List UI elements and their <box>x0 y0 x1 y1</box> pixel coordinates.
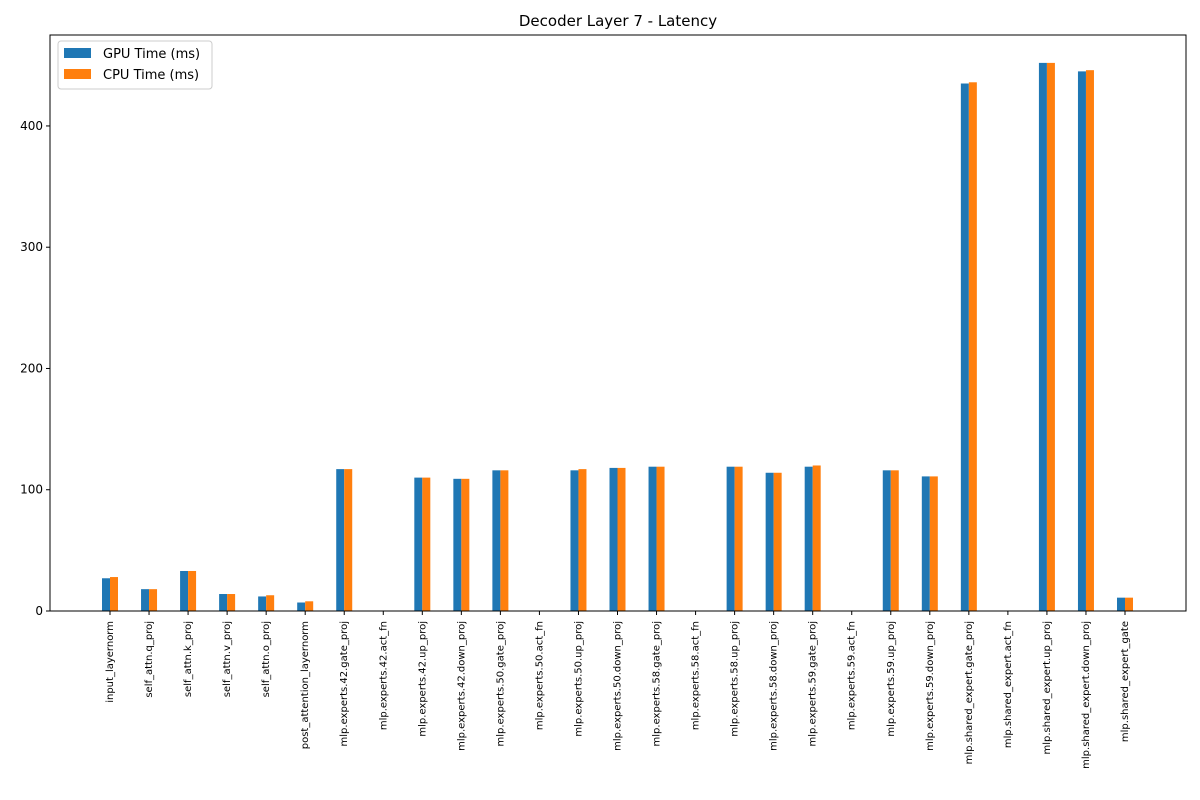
bar-cpu-17 <box>773 472 782 611</box>
bar-cpu-12 <box>578 469 587 611</box>
bar-cpu-14 <box>656 466 665 611</box>
y-tick-label-3: 300 <box>20 240 43 254</box>
x-tick-label-15: mlp.experts.58.act_fn <box>691 621 702 730</box>
x-tick-label-10: mlp.experts.50.gate_proj <box>495 621 506 746</box>
bar-gpu-0 <box>102 578 110 611</box>
x-tick-label-14: mlp.experts.58.gate_proj <box>652 621 663 746</box>
bar-gpu-1 <box>141 589 150 611</box>
bar-cpu-10 <box>500 470 509 611</box>
x-tick-label-19: mlp.experts.59.act_fn <box>847 621 858 730</box>
x-tick-label-0: input_layernorm <box>105 621 116 703</box>
bar-cpu-1 <box>149 589 158 611</box>
bar-gpu-6 <box>336 469 345 611</box>
bars-group <box>102 62 1133 612</box>
legend-swatch-gpu <box>64 48 91 58</box>
x-tick-label-11: mlp.experts.50.act_fn <box>534 621 545 730</box>
x-tick-label-26: mlp.shared_expert_gate <box>1120 621 1131 742</box>
y-tick-label-1: 100 <box>20 483 43 497</box>
bar-gpu-10 <box>492 470 501 611</box>
bar-gpu-18 <box>804 466 813 611</box>
x-tick-label-9: mlp.experts.42.down_proj <box>456 621 467 751</box>
bar-gpu-17 <box>765 472 774 611</box>
bar-cpu-26 <box>1125 597 1133 611</box>
bar-gpu-21 <box>921 476 930 611</box>
bar-cpu-0 <box>110 577 118 611</box>
bar-gpu-14 <box>648 466 657 611</box>
bar-gpu-16 <box>726 466 735 611</box>
bar-gpu-4 <box>258 596 267 611</box>
x-tick-label-13: mlp.experts.50.down_proj <box>613 621 624 751</box>
legend-label-gpu: GPU Time (ms) <box>103 47 200 62</box>
x-tick-label-2: self_attn.k_proj <box>183 621 194 697</box>
bar-gpu-9 <box>453 478 462 611</box>
bar-gpu-13 <box>609 467 618 611</box>
bar-cpu-9 <box>461 478 470 611</box>
bar-cpu-2 <box>188 570 197 611</box>
x-tick-label-18: mlp.experts.59.gate_proj <box>808 621 819 746</box>
chart-title: Decoder Layer 7 - Latency <box>519 12 717 30</box>
y-tick-label-0: 0 <box>35 604 43 618</box>
bar-gpu-8 <box>414 477 423 611</box>
legend-box <box>57 40 213 90</box>
plot-frame <box>49 34 1187 612</box>
bar-gpu-26 <box>1117 597 1125 611</box>
x-tick-label-21: mlp.experts.59.down_proj <box>925 621 936 751</box>
x-tick-label-23: mlp.shared_expert.act_fn <box>1003 621 1014 748</box>
bar-cpu-13 <box>617 467 626 611</box>
y-axis: 0 100 200 300 400 <box>20 119 50 618</box>
bar-cpu-5 <box>305 601 314 611</box>
bar-cpu-25 <box>1085 70 1094 612</box>
x-tick-label-8: mlp.experts.42.up_proj <box>417 621 428 737</box>
legend-label-cpu: CPU Time (ms) <box>103 68 199 83</box>
legend-swatch-cpu <box>64 69 91 79</box>
x-tick-label-5: post_attention_layernorm <box>300 621 311 749</box>
bar-cpu-3 <box>227 594 236 611</box>
x-tick-label-16: mlp.experts.58.up_proj <box>730 621 741 737</box>
bar-cpu-20 <box>890 470 899 611</box>
x-tick-label-7: mlp.experts.42.act_fn <box>378 621 389 730</box>
bar-cpu-4 <box>266 595 275 611</box>
x-axis: input_layernorm self_attn.q_proj self_attn… <box>105 611 1131 769</box>
bar-gpu-12 <box>570 470 579 611</box>
bar-cpu-21 <box>929 476 938 611</box>
bar-gpu-5 <box>297 602 306 611</box>
x-tick-label-24: mlp.shared_expert.up_proj <box>1042 621 1053 755</box>
bar-gpu-2 <box>180 570 189 611</box>
x-tick-label-1: self_attn.q_proj <box>144 621 155 698</box>
bar-gpu-20 <box>882 470 891 611</box>
legend: GPU Time (ms) CPU Time (ms) <box>57 40 213 90</box>
x-tick-label-25: mlp.shared_expert.down_proj <box>1081 621 1092 769</box>
bar-gpu-3 <box>219 594 228 611</box>
x-tick-label-12: mlp.experts.50.up_proj <box>573 621 584 737</box>
bar-gpu-25 <box>1077 71 1086 611</box>
bar-cpu-6 <box>344 469 353 611</box>
bar-cpu-16 <box>734 466 743 611</box>
x-tick-label-22: mlp.shared_expert.gate_proj <box>964 621 975 764</box>
y-tick-label-2: 200 <box>20 361 43 375</box>
bar-cpu-22 <box>968 82 977 612</box>
bar-cpu-8 <box>422 477 431 611</box>
x-tick-label-17: mlp.experts.58.down_proj <box>769 621 780 751</box>
bar-cpu-18 <box>812 465 821 611</box>
x-tick-label-3: self_attn.v_proj <box>222 621 233 697</box>
x-tick-label-6: mlp.experts.42.gate_proj <box>339 621 350 746</box>
bar-gpu-24 <box>1038 62 1047 611</box>
bar-gpu-22 <box>960 83 969 611</box>
x-tick-label-20: mlp.experts.59.up_proj <box>886 621 897 737</box>
x-tick-label-4: self_attn.o_proj <box>261 621 272 697</box>
bar-cpu-24 <box>1046 62 1055 611</box>
y-tick-label-4: 400 <box>20 119 43 133</box>
